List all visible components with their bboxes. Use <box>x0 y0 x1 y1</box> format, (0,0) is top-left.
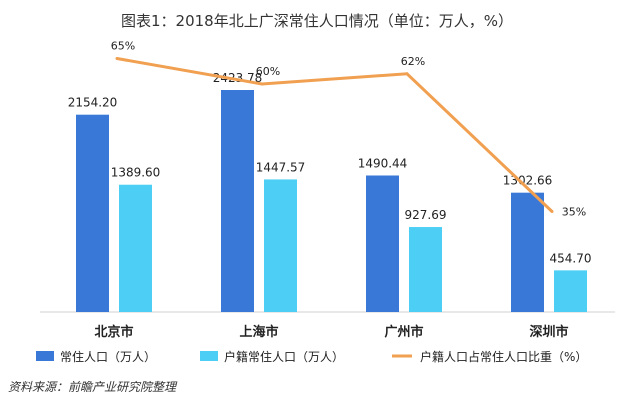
bar-registered-1 <box>264 179 297 312</box>
line-point-0 <box>115 57 119 60</box>
data-label-resident-0: 2154.20 <box>68 96 118 110</box>
line-ratio <box>116 57 554 213</box>
x-tick-label-0: 北京市 <box>94 324 133 340</box>
line-point-1 <box>260 82 264 86</box>
legend-swatch-1 <box>200 351 218 361</box>
x-tick-label-2: 广州市 <box>384 324 423 340</box>
bar-resident-2 <box>366 175 399 312</box>
bar-registered-0 <box>119 184 152 312</box>
line-point-3 <box>550 210 554 213</box>
plot-area: 2154.201389.60北京市2423.781447.57上海市1490.4… <box>40 40 615 340</box>
line-point-2 <box>405 72 409 76</box>
legend-label-2: 户籍人口占常住人口比重（%） <box>420 349 587 364</box>
bar-registered-3 <box>554 270 587 312</box>
line-label-0: 65% <box>111 40 135 53</box>
data-label-registered-3: 454.70 <box>550 251 592 265</box>
data-label-registered-0: 1389.60 <box>111 166 161 180</box>
data-label-resident-3: 1302.66 <box>503 174 553 188</box>
x-tick-label-3: 深圳市 <box>529 324 568 340</box>
bar-resident-1 <box>221 90 254 312</box>
legend: 常住人口（万人） 户籍常住人口（万人） 户籍人口占常住人口比重（%） <box>36 349 587 364</box>
bar-resident-3 <box>511 192 544 312</box>
legend-label-0: 常住人口（万人） <box>60 350 156 364</box>
line-label-3: 35% <box>562 206 586 219</box>
line-label-2: 62% <box>401 55 425 68</box>
x-tick-label-1: 上海市 <box>239 324 278 340</box>
data-label-resident-2: 1490.44 <box>358 156 408 170</box>
bar-resident-0 <box>76 114 109 312</box>
legend-label-1: 户籍常住人口（万人） <box>224 349 344 364</box>
data-label-registered-2: 927.69 <box>405 208 447 222</box>
chart-title: 图表1：2018年北上广深常住人口情况（单位：万人，%） <box>121 12 513 30</box>
bar-registered-2 <box>409 227 442 312</box>
data-label-registered-1: 1447.57 <box>256 160 306 174</box>
source-note: 资料来源：前瞻产业研究院整理 <box>8 380 177 394</box>
legend-swatch-0 <box>36 351 54 361</box>
line-label-1: 60% <box>256 65 280 78</box>
